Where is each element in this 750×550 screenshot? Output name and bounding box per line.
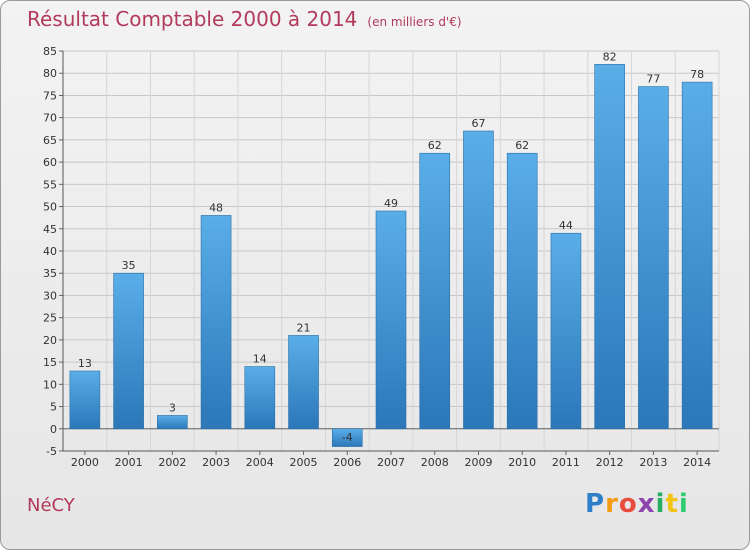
y-tick-label: 60 (43, 156, 57, 169)
logo-letter: i (678, 489, 689, 519)
bar-2007 (375, 210, 407, 430)
y-tick-label: 45 (43, 223, 57, 236)
bar-2001 (113, 272, 144, 430)
chart-title: Résultat Comptable 2000 à 2014 (en millie… (27, 7, 462, 31)
y-tick-label: 40 (43, 245, 57, 258)
bar-2006 (331, 428, 363, 447)
bar-2005 (288, 335, 319, 430)
x-tick-label: 2004 (246, 456, 274, 469)
proxiti-logo: Proxiti (585, 489, 689, 519)
place-name: NéCY (27, 495, 75, 516)
chart-title-text: Résultat Comptable 2000 à 2014 (27, 7, 358, 31)
y-tick-label: 85 (43, 45, 57, 58)
bar-2013 (638, 86, 669, 430)
x-tick-label: 2006 (333, 456, 361, 469)
bar-2004 (244, 366, 276, 430)
data-labels: 13 35 3 48 14 21 -4 49 62 67 62 44 82 77 78 (78, 50, 704, 443)
logo-letter: o (618, 489, 638, 519)
y-tick-label: 25 (43, 312, 57, 325)
bar-2014 (681, 81, 713, 430)
x-tick-label: 2010 (508, 456, 536, 469)
y-tick-label: 70 (43, 112, 57, 125)
x-tick-label: 2011 (552, 456, 580, 469)
y-tick-label: 55 (43, 178, 57, 191)
x-tick-label: 2009 (464, 456, 492, 469)
bar-2012 (594, 64, 625, 430)
y-tick-label: 10 (43, 378, 57, 391)
y-tick-label: 20 (43, 334, 57, 347)
logo-letter: i (655, 489, 666, 519)
y-tick-label: 35 (43, 267, 57, 280)
y-tick-label: -5 (46, 445, 57, 458)
logo-letter: x (637, 489, 656, 519)
x-tick-label: 2001 (115, 456, 143, 469)
x-tick-label: 2003 (202, 456, 230, 469)
y-tick-label: 80 (43, 67, 57, 80)
y-tick-label: 15 (43, 356, 57, 369)
y-tick-label: 65 (43, 134, 57, 147)
y-tick-label: 0 (50, 423, 57, 436)
bar-2008 (419, 152, 451, 430)
data-label: 62 (515, 139, 529, 152)
bar-2002 (157, 415, 188, 430)
data-label: -4 (342, 431, 353, 444)
data-label: 48 (209, 201, 223, 214)
logo-letter: P (585, 489, 606, 519)
data-label: 21 (297, 321, 311, 334)
y-tick-label: 50 (43, 201, 57, 214)
data-label: 78 (690, 68, 704, 81)
data-label: 35 (122, 259, 136, 272)
data-label: 62 (428, 139, 442, 152)
x-tick-label: 2014 (683, 456, 711, 469)
x-tick-label: 2012 (596, 456, 624, 469)
y-tick-label: 75 (43, 89, 57, 102)
bar-2000 (69, 370, 101, 430)
data-label: 3 (169, 401, 176, 414)
data-label: 44 (559, 219, 573, 232)
bar-2009 (463, 130, 494, 430)
bar-2010 (506, 152, 538, 430)
x-tick-label: 2000 (71, 456, 99, 469)
x-tick-label: 2008 (421, 456, 449, 469)
y-tick-label: 5 (50, 401, 57, 414)
y-tick-label: 30 (43, 289, 57, 302)
chart-subtitle: (en milliers d'€) (367, 15, 462, 29)
x-tick-label: 2002 (158, 456, 186, 469)
bar-2011 (550, 232, 582, 430)
bar-2003 (200, 215, 232, 430)
data-label: 67 (471, 117, 485, 130)
data-label: 77 (646, 73, 660, 86)
data-label: 49 (384, 197, 398, 210)
logo-letter: t (665, 489, 679, 519)
data-label: 13 (78, 357, 92, 370)
bars (69, 64, 713, 447)
x-tick-label: 2013 (639, 456, 667, 469)
x-tick-label: 2007 (377, 456, 405, 469)
x-tick-label: 2005 (290, 456, 318, 469)
data-label: 82 (603, 50, 617, 63)
data-label: 14 (253, 353, 267, 366)
logo-letter: r (605, 489, 619, 519)
